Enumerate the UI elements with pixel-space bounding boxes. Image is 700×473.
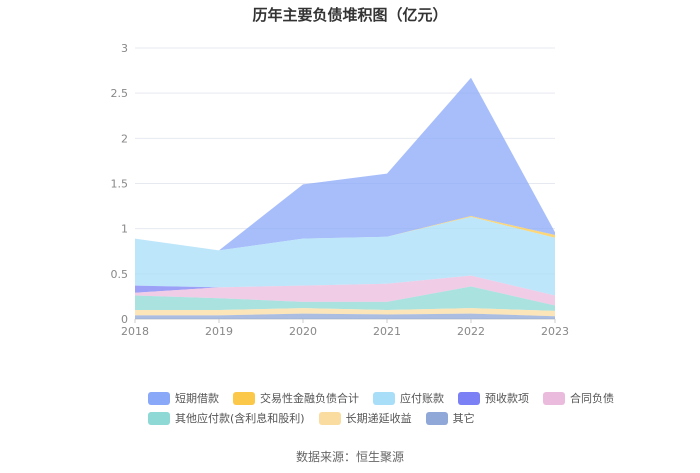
y-tick-label: 2.5 [111, 87, 129, 100]
legend-swatch [148, 411, 170, 425]
legend-label: 短期借款 [175, 392, 219, 405]
area-series-3[interactable] [135, 216, 555, 296]
legend-item[interactable]: 其它 [425, 410, 475, 426]
y-tick-label: 0 [121, 313, 128, 326]
x-tick-label: 2020 [289, 325, 317, 338]
area-series [135, 77, 555, 319]
y-tick-label: 3 [121, 42, 128, 55]
legend-row: 其他应付款(含利息和股利) 长期递延收益 其它 [148, 408, 588, 428]
legend-item[interactable]: 短期借款 [148, 390, 219, 406]
y-tick-label: 2 [121, 132, 128, 145]
legend-swatch [148, 391, 170, 405]
x-tick-label: 2021 [373, 325, 401, 338]
area-series-5[interactable] [135, 275, 555, 306]
legend-label: 其他应付款(含利息和股利) [175, 412, 305, 425]
legend-swatch [458, 391, 480, 405]
legend-label: 合同负债 [570, 392, 614, 405]
legend-item[interactable]: 合同负债 [543, 390, 614, 406]
chart-title: 历年主要负债堆积图（亿元） [252, 6, 448, 24]
area-series-7[interactable] [135, 308, 555, 317]
legend-label: 长期递延收益 [345, 412, 412, 425]
y-tick-label: 1 [121, 223, 128, 236]
data-source: 数据来源：恒生聚源 [295, 450, 404, 464]
x-tick-label: 2019 [205, 325, 233, 338]
legend-swatch [318, 411, 341, 425]
y-tick-label: 0.5 [111, 268, 129, 281]
legend-row: 短期借款 交易性金融负债合计 应付账款 预收款项 合同负债 [148, 388, 614, 408]
legend-label: 交易性金融负债合计 [260, 392, 359, 405]
area-series-1[interactable] [135, 77, 555, 251]
legend-item[interactable]: 交易性金融负债合计 [233, 390, 359, 406]
area-series-6[interactable] [135, 286, 555, 311]
legend-item[interactable]: 其他应付款(含利息和股利) [148, 410, 305, 426]
y-tick-label: 1.5 [111, 178, 129, 191]
legend-item[interactable]: 预收款项 [458, 390, 529, 406]
axes: 0 0.5 1 1.5 2 2.5 3 2018 2019 2020 2021 2022 2023 [111, 42, 570, 338]
legend: 短期借款 交易性金融负债合计 应付账款 预收款项 合同负债其他应付款(含利息和股利) 长期… [148, 388, 614, 428]
x-tick-label: 2018 [121, 325, 149, 338]
legend-swatch [373, 391, 395, 405]
legend-swatch [233, 391, 255, 405]
area-series-8[interactable] [135, 313, 555, 319]
legend-item[interactable]: 应付账款 [373, 390, 444, 406]
legend-swatch [543, 391, 565, 405]
legend-item[interactable]: 长期递延收益 [318, 410, 412, 426]
x-tick-label: 2023 [541, 325, 569, 338]
legend-swatch [425, 411, 448, 425]
legend-label: 预收款项 [485, 392, 529, 405]
legend-label: 其它 [452, 412, 475, 425]
legend-label: 应付账款 [400, 392, 444, 405]
x-tick-label: 2022 [457, 325, 485, 338]
